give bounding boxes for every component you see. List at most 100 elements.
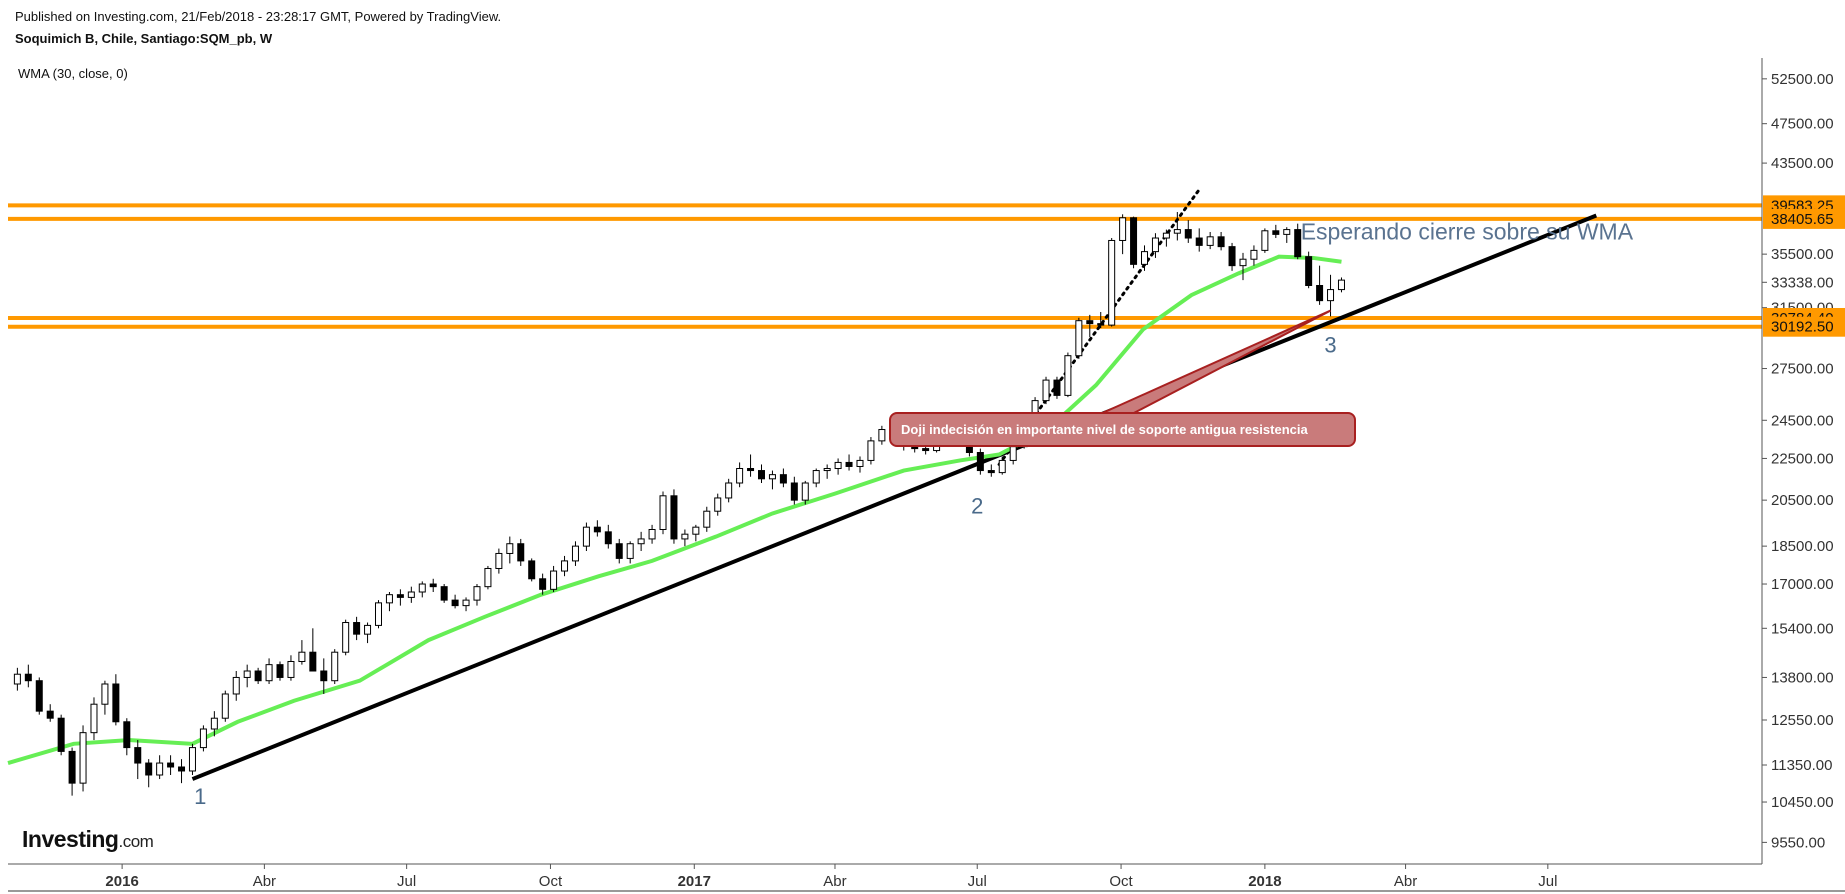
candle[interactable] — [1195, 228, 1203, 252]
indicator-legend[interactable]: WMA (30, close, 0) — [18, 66, 128, 81]
candle[interactable] — [429, 578, 437, 592]
candle[interactable] — [364, 622, 372, 644]
candle[interactable] — [528, 558, 536, 582]
candle[interactable] — [561, 555, 569, 577]
candle[interactable] — [768, 470, 776, 490]
annotation-text[interactable]: Esperando cierre sobre su WMA — [1301, 219, 1634, 245]
candle[interactable] — [112, 674, 120, 726]
candle[interactable] — [1316, 265, 1324, 305]
candle[interactable] — [714, 493, 722, 516]
candle[interactable] — [101, 680, 109, 715]
candle[interactable] — [418, 581, 426, 598]
candle[interactable] — [1097, 311, 1105, 329]
candle[interactable] — [374, 600, 382, 629]
candle[interactable] — [265, 658, 273, 684]
candle[interactable] — [495, 548, 503, 574]
candle[interactable] — [582, 522, 590, 552]
candle[interactable] — [298, 640, 306, 665]
candle[interactable] — [199, 725, 207, 752]
candle[interactable] — [254, 667, 262, 684]
candle[interactable] — [867, 437, 875, 465]
candle[interactable] — [736, 462, 744, 488]
candle[interactable] — [1272, 224, 1280, 239]
candle[interactable] — [57, 714, 65, 756]
candle[interactable] — [856, 456, 864, 473]
wma-line[interactable] — [7, 254, 1342, 765]
candle[interactable] — [1075, 317, 1083, 359]
candle[interactable] — [648, 524, 656, 544]
candle[interactable] — [539, 573, 547, 595]
candle[interactable] — [342, 619, 350, 656]
candle[interactable] — [1173, 212, 1181, 241]
candle[interactable] — [878, 425, 886, 445]
candle[interactable] — [1162, 229, 1170, 247]
candle[interactable] — [604, 524, 612, 549]
candle[interactable] — [1283, 227, 1291, 243]
candle[interactable] — [385, 591, 393, 612]
candle[interactable] — [243, 664, 251, 688]
candle[interactable] — [615, 538, 623, 564]
candle[interactable] — [287, 655, 295, 681]
candle[interactable] — [626, 541, 634, 564]
candle[interactable] — [1141, 245, 1149, 271]
candle[interactable] — [1206, 231, 1214, 250]
candle[interactable] — [451, 594, 459, 609]
candle[interactable] — [834, 458, 842, 475]
candle[interactable] — [353, 616, 361, 641]
candle[interactable] — [593, 520, 601, 537]
candle[interactable] — [178, 759, 186, 784]
candle[interactable] — [637, 531, 645, 552]
candle[interactable] — [725, 478, 733, 503]
candle[interactable] — [35, 677, 43, 715]
candle[interactable] — [1053, 376, 1061, 399]
candle[interactable] — [1239, 252, 1247, 281]
candle[interactable] — [670, 489, 678, 544]
candle[interactable] — [462, 597, 470, 612]
candle[interactable] — [134, 740, 142, 780]
candle[interactable] — [407, 586, 415, 603]
candle[interactable] — [1217, 231, 1225, 251]
candle[interactable] — [1108, 238, 1116, 327]
candle[interactable] — [747, 454, 755, 477]
candle[interactable] — [90, 697, 98, 741]
candle[interactable] — [13, 667, 21, 691]
candle[interactable] — [167, 755, 175, 775]
candle[interactable] — [1086, 314, 1094, 338]
candle[interactable] — [1294, 223, 1302, 260]
candle[interactable] — [976, 448, 984, 475]
candle[interactable] — [1261, 228, 1269, 253]
candle[interactable] — [221, 690, 229, 722]
candle[interactable] — [1327, 274, 1335, 317]
candle[interactable] — [1042, 376, 1050, 405]
candle[interactable] — [276, 661, 284, 681]
candle[interactable] — [188, 743, 196, 775]
candle[interactable] — [845, 454, 853, 471]
candle[interactable] — [473, 584, 481, 606]
candle[interactable] — [320, 658, 328, 694]
candle[interactable] — [758, 464, 766, 483]
candle[interactable] — [396, 589, 404, 606]
candle[interactable] — [823, 464, 831, 479]
candle[interactable] — [659, 491, 667, 535]
candle[interactable] — [24, 664, 32, 688]
candle[interactable] — [79, 725, 87, 792]
candle[interactable] — [1184, 220, 1192, 243]
candle[interactable] — [681, 529, 689, 547]
candle[interactable] — [790, 476, 798, 505]
candle[interactable] — [46, 704, 54, 722]
candle[interactable] — [1119, 214, 1127, 255]
candle[interactable] — [484, 565, 492, 590]
candle[interactable] — [703, 506, 711, 532]
support-trendline[interactable] — [191, 213, 1598, 781]
candle[interactable] — [309, 628, 317, 672]
candle[interactable] — [571, 541, 579, 566]
candle[interactable] — [1130, 216, 1138, 269]
candle[interactable] — [123, 718, 131, 756]
candle[interactable] — [68, 747, 76, 796]
candle[interactable] — [1337, 277, 1345, 293]
candle[interactable] — [331, 649, 339, 684]
candle[interactable] — [550, 565, 558, 592]
candle[interactable] — [440, 584, 448, 603]
candle[interactable] — [145, 759, 153, 788]
